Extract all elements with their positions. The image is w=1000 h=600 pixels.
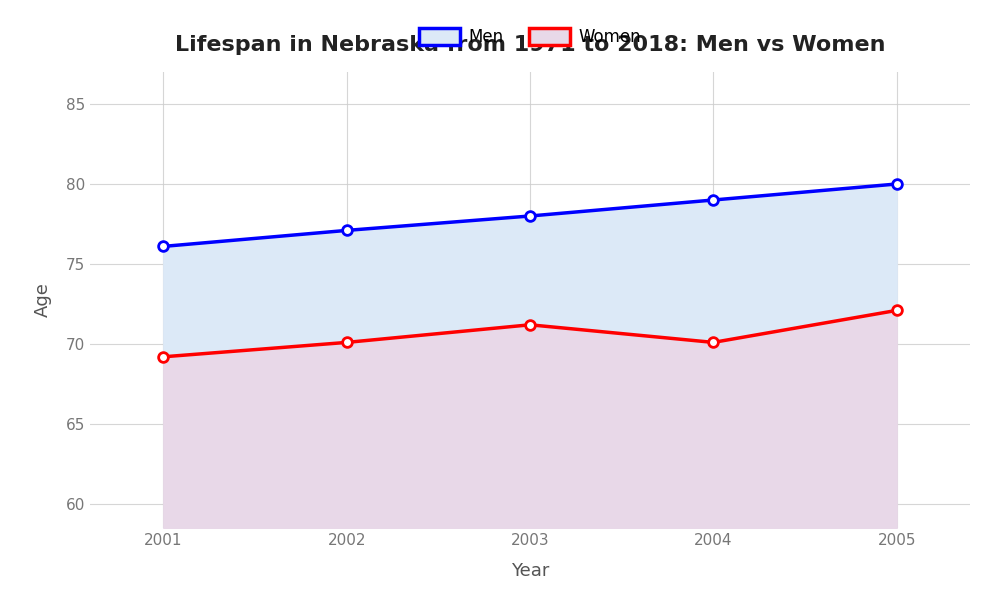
Legend: Men, Women: Men, Women [412,21,648,53]
Title: Lifespan in Nebraska from 1971 to 2018: Men vs Women: Lifespan in Nebraska from 1971 to 2018: … [175,35,885,55]
X-axis label: Year: Year [511,562,549,580]
Y-axis label: Age: Age [34,283,52,317]
